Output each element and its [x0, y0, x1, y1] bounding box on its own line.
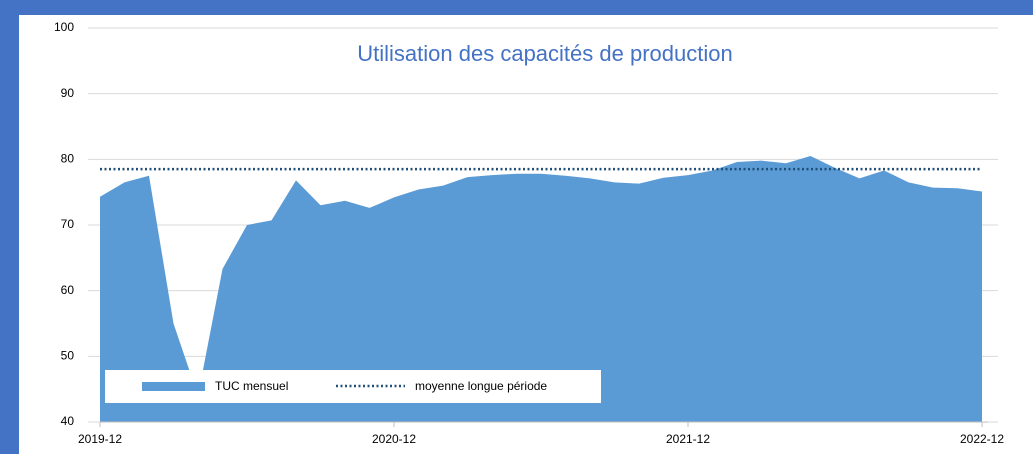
y-tick-label: 80 [61, 152, 75, 166]
legend-label: TUC mensuel [215, 379, 288, 393]
y-tick-label: 100 [54, 20, 74, 34]
y-tick-label: 60 [61, 283, 75, 297]
y-tick-label: 90 [61, 86, 75, 100]
x-tick-label: 2021-12 [666, 432, 710, 446]
legend-label: moyenne longue période [415, 379, 547, 393]
legend-swatch [142, 382, 205, 391]
chart-title: Utilisation des capacités de production [357, 41, 732, 66]
marks [100, 156, 982, 423]
legend: TUC mensuel moyenne longue période [142, 379, 547, 393]
x-tick-label: 2020-12 [372, 432, 416, 446]
area [100, 156, 982, 423]
y-tick-label: 50 [61, 349, 75, 363]
x-tick-label: 2022-12 [960, 432, 1004, 446]
y-tick-label: 40 [61, 414, 75, 428]
x-tick-label: 2019-12 [78, 432, 122, 446]
y-tick-label: 70 [61, 217, 75, 231]
